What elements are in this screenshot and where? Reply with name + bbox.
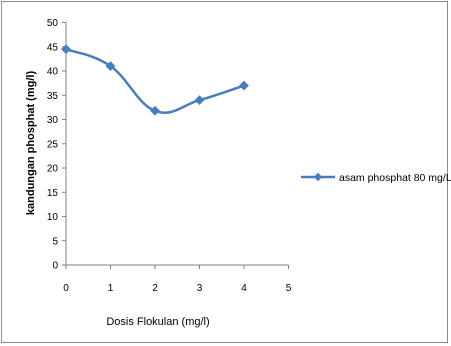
x-tick-label: 0 [63,283,69,294]
y-tick-label: 45 [47,42,59,53]
legend: asam phosphat 80 mg/L [301,172,451,184]
y-tick-label: 0 [52,261,58,272]
y-tick-label: 40 [47,67,59,78]
x-axis-label: Dosis Flokulan (mg/l) [106,316,209,328]
x-tick-label: 5 [286,283,292,294]
y-tick-label: 50 [47,18,59,29]
legend-entry-label: asam phosphat 80 mg/L [339,172,451,184]
data-point-marker [105,61,116,72]
x-tick-label: 1 [108,283,114,294]
y-tick-label: 30 [47,115,59,126]
y-axis-ticks: 0 5 10 15 20 25 30 35 40 45 50 [47,18,66,272]
y-tick-label: 35 [47,91,59,102]
legend-marker [313,172,323,182]
x-tick-label: 4 [241,283,247,294]
y-tick-label: 20 [47,164,59,175]
x-tick-label: 3 [197,283,203,294]
series-line [65,47,245,114]
y-tick-label: 25 [47,139,59,150]
y-tick-label: 15 [47,188,59,199]
x-tick-label: 2 [152,283,158,294]
y-axis-label: kandungan phosphat (mg/l) [25,71,37,216]
data-point-marker [150,105,160,116]
data-point-marker [239,80,249,91]
x-axis-ticks: 0 1 2 3 4 5 [63,265,292,294]
data-point-marker [61,44,71,55]
plot-series [61,44,249,116]
y-tick-label: 10 [47,212,59,223]
y-tick-label: 5 [52,236,58,247]
data-point-marker [194,95,205,106]
chart-area [1,1,448,343]
